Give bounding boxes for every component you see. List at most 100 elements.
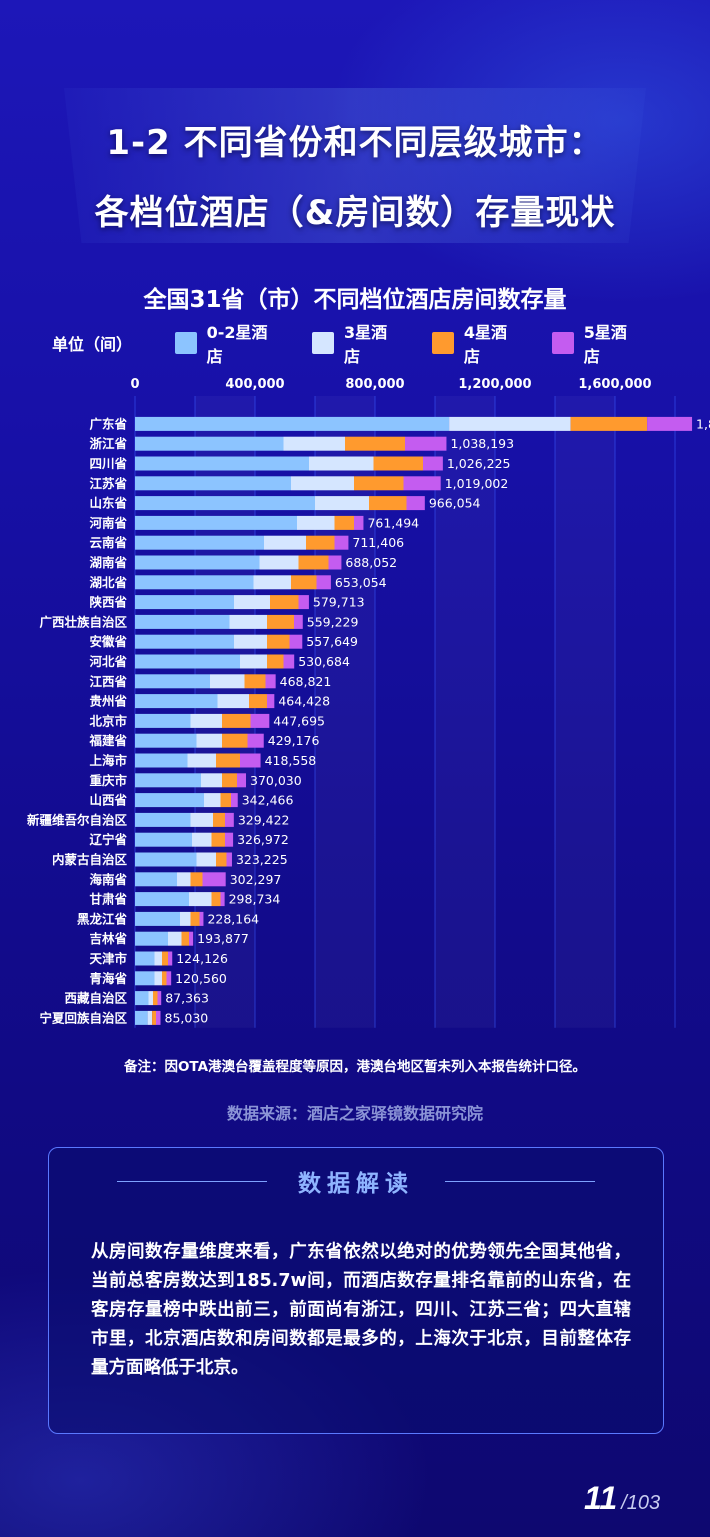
bar-segment-5-star xyxy=(202,872,226,887)
total-value-label: 329,422 xyxy=(238,812,290,827)
category-label: 河北省 xyxy=(89,654,127,669)
total-value-label: 326,972 xyxy=(237,832,289,847)
category-label: 贵州省 xyxy=(89,694,127,709)
bar-segment-0-2-star xyxy=(135,911,180,926)
category-label: 浙江省 xyxy=(89,436,127,451)
bar-segment-5-star xyxy=(247,733,264,748)
bar-segment-0-2-star xyxy=(135,1010,148,1025)
bar-segment-3-star xyxy=(234,595,270,610)
bar-segment-0-2-star xyxy=(135,733,197,748)
bar-segment-0-2-star xyxy=(135,575,254,590)
data-source: 数据来源：酒店之家驿镜数据研究院 xyxy=(226,1104,483,1123)
bar-segment-4-star xyxy=(291,575,317,590)
category-label: 新疆维吾尔自治区 xyxy=(27,812,128,827)
bar-segment-0-2-star xyxy=(135,654,240,669)
total-value-label: 429,176 xyxy=(268,733,320,748)
bar-segment-5-star xyxy=(283,654,295,669)
bar-segment-4-star xyxy=(222,733,248,748)
bar-segment-4-star xyxy=(162,971,167,986)
category-label: 陕西省 xyxy=(89,595,127,610)
bar-segment-3-star xyxy=(283,436,345,451)
x-tick-label: 1,600,000 xyxy=(578,377,651,392)
total-value-label: 323,225 xyxy=(236,852,288,867)
legend-item-5-star: 5星酒店 xyxy=(552,319,642,367)
bar-segment-4-star xyxy=(220,793,231,808)
bar-segment-0-2-star xyxy=(135,971,155,986)
x-tick-label: 1,200,000 xyxy=(458,377,531,392)
bar-segment-4-star xyxy=(222,713,251,728)
total-value-label: 124,126 xyxy=(176,951,228,966)
bar-segment-3-star xyxy=(234,634,267,649)
bar-segment-5-star xyxy=(237,773,247,788)
bar-segment-0-2-star xyxy=(135,614,230,629)
bar-segment-4-star xyxy=(216,753,240,768)
bar-segment-4-star xyxy=(211,892,221,907)
total-value-label: 87,363 xyxy=(165,991,209,1006)
bar-segment-0-2-star xyxy=(135,476,291,491)
total-value-label: 342,466 xyxy=(242,793,294,808)
total-value-label: 85,030 xyxy=(165,1010,209,1025)
bar-segment-0-2-star xyxy=(135,456,309,471)
legend-swatch-3-star xyxy=(312,332,334,354)
bar-segment-4-star xyxy=(249,694,267,709)
bar-segment-4-star xyxy=(216,852,227,867)
bar-segment-0-2-star xyxy=(135,436,284,451)
legend-item-0-2-star: 0-2星酒店 xyxy=(174,319,282,367)
bar-segment-4-star xyxy=(152,1010,156,1025)
total-value-label: 464,428 xyxy=(278,694,330,709)
bar-segment-4-star xyxy=(211,832,225,847)
bar-segment-3-star xyxy=(192,832,212,847)
bar-segment-5-star xyxy=(231,793,238,808)
bar-segment-0-2-star xyxy=(135,872,177,887)
total-value-label: 302,297 xyxy=(230,872,282,887)
total-value-label: 298,734 xyxy=(229,892,281,907)
bar-segment-0-2-star xyxy=(135,773,201,788)
bar-segment-0-2-star xyxy=(135,555,260,570)
total-value-label: 530,684 xyxy=(298,654,350,669)
legend-label-4-star: 4星酒店 xyxy=(463,323,508,366)
bar-segment-0-2-star xyxy=(135,951,155,966)
bar-segment-4-star xyxy=(267,654,284,669)
total-value-label: 228,164 xyxy=(207,911,259,926)
bar-segment-5-star xyxy=(157,991,162,1006)
page-title-line-1: 1-2 不同省份和不同层级城市： xyxy=(106,123,604,163)
page-title-line-2: 各档位酒店（&房间数）存量现状 xyxy=(94,193,616,233)
category-label: 海南省 xyxy=(89,872,127,887)
category-label: 云南省 xyxy=(89,535,127,550)
category-label: 江苏省 xyxy=(89,476,127,491)
bar-segment-3-star xyxy=(154,971,162,986)
page-total: /103 xyxy=(621,1492,661,1514)
bar-segment-5-star xyxy=(225,832,234,847)
bar-segment-0-2-star xyxy=(135,812,191,827)
chart-legend: 单位（间） 0-2星酒店 3星酒店 4星酒店 5星酒店 xyxy=(52,323,672,366)
category-label: 广西壮族自治区 xyxy=(39,614,127,629)
category-label: 内蒙古自治区 xyxy=(52,852,128,867)
bar-segment-3-star xyxy=(168,931,182,946)
panel-divider-right xyxy=(445,1181,595,1182)
bar-segment-3-star xyxy=(190,713,222,728)
page-number: 11 /103 xyxy=(584,1480,660,1520)
total-value-label: 370,030 xyxy=(250,773,302,788)
total-value-label: 468,821 xyxy=(280,674,332,689)
bar-segment-4-star xyxy=(267,634,290,649)
bar-segment-5-star xyxy=(156,1010,161,1025)
stacked-bar-chart: 0 400,000 800,000 1,200,000 1,600,000 广东省 1,85… xyxy=(27,377,710,1028)
bar-segment-3-star xyxy=(315,496,369,511)
bar-segment-5-star xyxy=(354,515,364,530)
page-current: 11 xyxy=(584,1480,618,1516)
bar-segment-5-star xyxy=(328,555,342,570)
total-value-label: 120,560 xyxy=(175,971,227,986)
bar-segment-3-star xyxy=(177,872,191,887)
title-band xyxy=(64,88,646,243)
x-tick-label: 0 xyxy=(130,377,139,392)
bar-segment-3-star xyxy=(297,515,335,530)
bar-segment-3-star xyxy=(204,793,221,808)
total-value-label: 966,054 xyxy=(429,496,481,511)
bar-segment-5-star xyxy=(189,931,194,946)
bar-segment-3-star xyxy=(187,753,216,768)
bar-segment-0-2-star xyxy=(135,931,168,946)
bar-segment-0-2-star xyxy=(135,515,297,530)
bar-segment-5-star xyxy=(166,971,172,986)
bar-segment-3-star xyxy=(217,694,249,709)
bar-segment-5-star xyxy=(225,812,234,827)
